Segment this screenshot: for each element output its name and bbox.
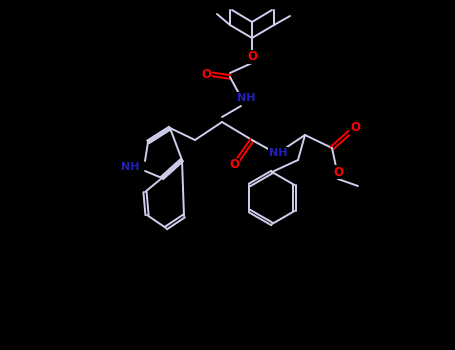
Text: O: O [201, 68, 211, 80]
Text: NH: NH [121, 162, 140, 172]
Text: O: O [247, 50, 257, 63]
Text: O: O [229, 159, 239, 172]
Text: O: O [350, 121, 360, 134]
Text: NH: NH [237, 93, 255, 103]
Text: NH: NH [269, 148, 287, 158]
Text: O: O [333, 166, 343, 178]
